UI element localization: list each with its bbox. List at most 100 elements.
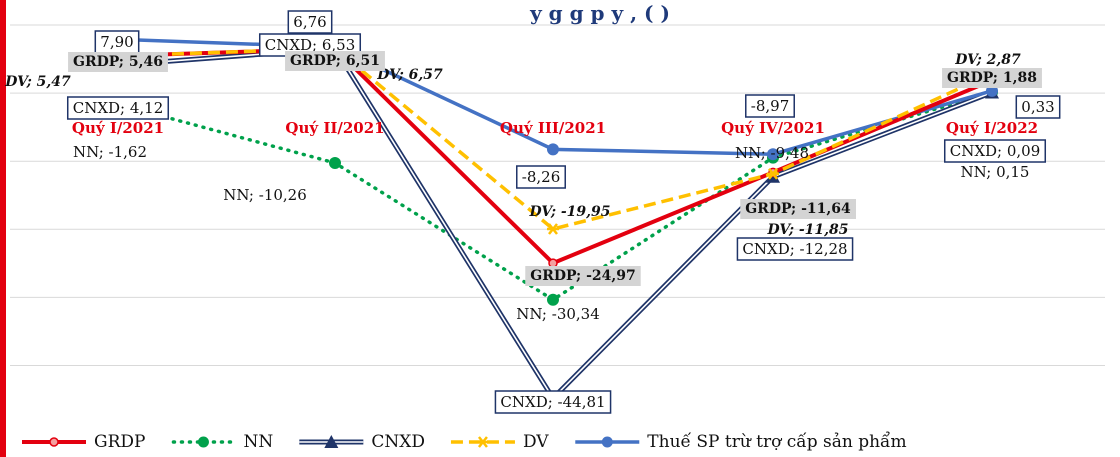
tax-label-text: 0,33 [1021, 98, 1054, 116]
chart-title: y g g p y , ( ) [529, 1, 670, 25]
dv-data-label: DV; -19,95 [528, 204, 610, 220]
category-label: Quý III/2021 [500, 119, 606, 137]
tax-data-label: 6,76 [287, 10, 333, 34]
grdp-label-text: GRDP; 6,51 [290, 53, 380, 69]
nn-label-text: NN; 0,15 [961, 163, 1030, 181]
grdp-data-label: GRDP; 1,88 [942, 68, 1042, 88]
category-label: Quý II/2021 [285, 119, 384, 137]
label-box [66, 96, 170, 120]
dv-point [547, 223, 559, 235]
dv-label-text: DV; 5,47 [4, 74, 71, 90]
dv-label-text: DV; -19,95 [528, 204, 610, 220]
dv-legend-item: DV [450, 432, 549, 452]
grdp-point [548, 258, 558, 268]
legend-marker [49, 437, 59, 447]
tax-data-label: -8,26 [516, 165, 566, 189]
data-labels: NN; -1,62 NN; -10,26 NN; -30,34 NN; -9,48 NN… [4, 10, 1061, 414]
cnxd-data-label: CNXD; -12,28 [736, 237, 854, 261]
grdp-legend-item: GRDP [22, 432, 145, 452]
dv-legend-label: DV [523, 432, 549, 452]
grdp-label-text: GRDP; -11,64 [745, 201, 851, 217]
tax-label-text: 6,76 [293, 13, 326, 31]
dv-label-text: DV; 6,57 [376, 67, 443, 83]
dv-data-label: DV; 6,57 [376, 67, 443, 83]
legend-marker [324, 435, 339, 448]
dv-point-stroke [548, 223, 558, 235]
label-box [516, 165, 566, 189]
label-box [943, 139, 1047, 163]
label-box [287, 10, 333, 34]
cnxd-data-label: CNXD; -44,81 [494, 390, 612, 414]
tax-data-label: 0,33 [1015, 95, 1061, 119]
dv-label-text: DV; -11,85 [766, 222, 848, 238]
label-background [285, 51, 385, 71]
legend-marker [477, 436, 488, 448]
nn-point [547, 293, 559, 306]
label-background [525, 266, 641, 286]
nn-legend-label: NN [243, 432, 273, 452]
tax-label-text: 7,90 [100, 33, 133, 51]
cnxd-label-text: CNXD; -12,28 [742, 240, 847, 258]
grdp-data-label: GRDP; 6,51 [285, 51, 385, 71]
label-background [942, 68, 1042, 88]
nn-data-label: NN; -30,34 [516, 305, 600, 323]
cnxd-series-line-core [117, 47, 993, 400]
dv-label-text: DV; 2,87 [954, 52, 1021, 68]
dv-point-stroke [768, 168, 778, 180]
grdp-label-text: GRDP; 5,46 [73, 54, 163, 70]
nn-label-text: NN; -1,62 [73, 143, 147, 161]
left-accent-bar [0, 0, 6, 457]
tax-legend-label: Thuế SP trừ trợ cấp sản phẩm [647, 432, 906, 452]
label-box [736, 237, 854, 261]
grdp-data-label: GRDP; 5,46 [68, 52, 168, 72]
category-label: Quý IV/2021 [721, 119, 825, 137]
nn-data-label: NN; -1,62 [73, 143, 147, 161]
nn-data-label: NN; -10,26 [223, 186, 307, 204]
category-label: Quý I/2021 [72, 119, 164, 137]
tax-data-label: -8,97 [745, 94, 795, 118]
tax-point [547, 143, 559, 156]
label-background [740, 199, 856, 219]
tax-data-label: 7,90 [94, 30, 140, 54]
nn-data-label: NN; 0,15 [961, 163, 1030, 181]
nn-data-label: NN; -9,48 [735, 144, 809, 162]
cnxd-data-label: CNXD; 4,12 [66, 96, 170, 120]
grdp-data-label: GRDP; -24,97 [525, 266, 641, 286]
nn-label-text: NN; -30,34 [516, 305, 600, 323]
dv-data-label: DV; 2,87 [954, 52, 1021, 68]
legend-marker [601, 436, 613, 448]
cnxd-data-label: CNXD; 0,09 [943, 139, 1047, 163]
label-background [68, 52, 168, 72]
cnxd-legend-label: CNXD [371, 432, 425, 452]
cnxd-label-text: CNXD; -44,81 [500, 393, 605, 411]
label-box [1015, 95, 1061, 119]
nn-legend-item: NN [171, 432, 273, 452]
cnxd-legend-item: CNXD [299, 432, 425, 452]
tax-label-text: -8,26 [522, 168, 560, 186]
grdp-legend-label: GRDP [94, 432, 145, 452]
label-box [745, 94, 795, 118]
legend-marker [197, 436, 209, 448]
tax-label-text: -8,97 [751, 97, 789, 115]
legend: GRDP NN CNXD DV Thuế SP trừ trợ cấp sản phẩm [22, 432, 907, 452]
dv-point [767, 168, 779, 180]
cnxd-label-text: CNXD; 0,09 [950, 142, 1041, 160]
cnxd-label-text: CNXD; 4,12 [73, 99, 164, 117]
grdp-data-label: GRDP; -11,64 [740, 199, 856, 219]
nn-point [329, 156, 341, 169]
category-label: Quý I/2022 [946, 119, 1038, 137]
category-labels: Quý I/2021 Quý II/2021 Quý III/2021 Quý IV/… [72, 119, 1038, 137]
cnxd-series-line [117, 46, 993, 403]
label-box [494, 390, 612, 414]
dv-data-label: DV; -11,85 [766, 222, 848, 238]
cnxd-label-text: CNXD; 6,53 [265, 36, 356, 54]
nn-label-text: NN; -9,48 [735, 144, 809, 162]
grdp-label-text: GRDP; 1,88 [947, 70, 1037, 86]
grdp-label-text: GRDP; -24,97 [530, 268, 635, 284]
nn-label-text: NN; -10,26 [223, 186, 307, 204]
tax-point [767, 148, 779, 161]
dv-data-label: DV; 5,47 [4, 74, 71, 90]
tax-legend-item: Thuế SP trừ trợ cấp sản phẩm [575, 432, 907, 452]
grid [10, 24, 1105, 367]
